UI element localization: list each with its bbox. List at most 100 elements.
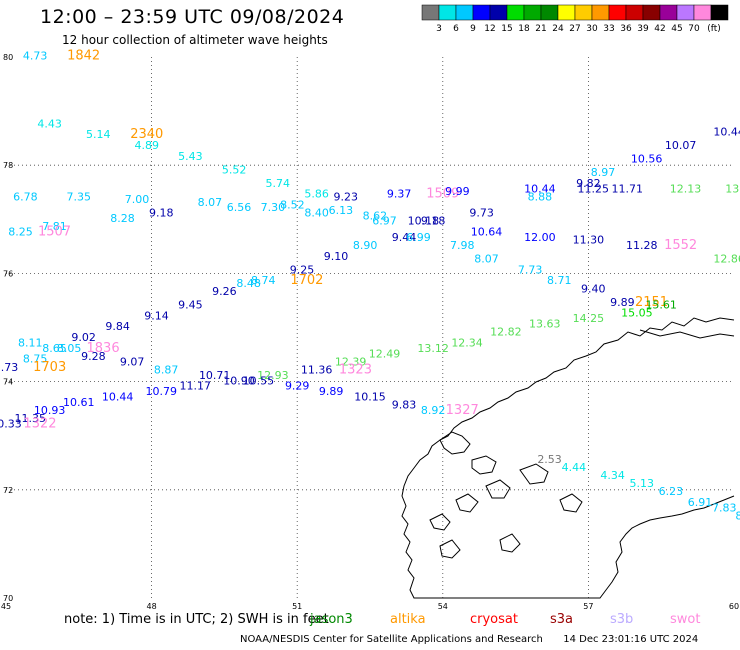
wave-height-value: 9.18: [421, 215, 446, 228]
colorbar-swatch: [421, 4, 440, 21]
colorbar-swatch: [574, 4, 593, 21]
time-label: 2340: [130, 127, 163, 142]
wave-height-value: 10.56: [631, 152, 663, 165]
wave-height-value: 9.89: [610, 296, 635, 309]
wave-height-value: 10.55: [243, 374, 275, 387]
wave-height-value: 5.13: [630, 477, 655, 490]
wave-height-value: 9.73: [469, 207, 494, 220]
footer-credit: NOAA/NESDIS Center for Satellite Applica…: [240, 634, 698, 645]
wave-height-value: 7.00: [125, 193, 150, 206]
wave-height-value: 13.: [725, 182, 740, 195]
wave-height-value: 9.82: [576, 177, 601, 190]
longitude-label: 54: [438, 602, 448, 611]
wave-height-value: 4.89: [134, 139, 159, 152]
wave-height-value: 6.78: [13, 190, 38, 203]
wave-height-value: 10.64: [471, 226, 503, 239]
wave-height-value: 9.40: [581, 282, 606, 295]
time-label: 1703: [33, 360, 66, 375]
wave-height-value: 7.83: [712, 501, 737, 514]
longitude-label: 57: [583, 602, 593, 611]
wave-height-value: 15.05: [621, 307, 653, 320]
legend-s3a: s3a: [550, 612, 574, 627]
wave-height-value: 8.28: [110, 212, 135, 225]
wave-height-value: 10.90: [223, 374, 255, 387]
wave-height-value: 9.25: [290, 263, 315, 276]
wave-height-value: 9.37: [387, 188, 412, 201]
wave-height-value: 9.83: [392, 399, 417, 412]
wave-height-value: 5.86: [304, 188, 329, 201]
wave-height-value: 7.30: [261, 201, 286, 214]
wave-height-value: 6.13: [329, 204, 354, 217]
latitude-label: 74: [3, 378, 13, 387]
longitude-label: 60: [729, 602, 739, 611]
wave-height-value: 4.44: [562, 461, 587, 474]
wave-height-value: 6.91: [688, 496, 713, 509]
wave-height-value: 6.97: [372, 215, 397, 228]
colorbar-tick: 30: [586, 24, 598, 34]
wave-height-value: 4.73: [23, 50, 48, 63]
time-label: 2151: [635, 295, 668, 310]
colorbar-tick: 21: [535, 24, 546, 34]
wave-height-value: 9.89: [319, 385, 344, 398]
colorbar-swatch: [472, 4, 491, 21]
wave-height-value: 13.63: [529, 318, 561, 331]
wave-height-value: 5.74: [266, 177, 291, 190]
colorbar-unit: (ft): [707, 24, 721, 34]
colorbar-tick: 45: [671, 24, 682, 34]
wave-height-value: 8.87: [154, 363, 179, 376]
graticule: [6, 57, 734, 598]
wave-height-value: 6.23: [659, 485, 684, 498]
latitude-label: 80: [3, 53, 13, 62]
wave-height-value: 8.74: [251, 274, 276, 287]
wave-height-value: 12.39: [335, 355, 367, 368]
wave-height-value: 10.44: [713, 125, 740, 138]
wave-height-value: 9.28: [81, 350, 106, 363]
wave-height-value: 8.75: [23, 353, 48, 366]
legend-altika: altika: [390, 612, 426, 627]
wave-height-value: 5.43: [178, 150, 203, 163]
wave-height-value: 12.93: [257, 369, 289, 382]
wave-height-value: 9.99: [445, 185, 470, 198]
wave-height-value: 10.79: [146, 385, 178, 398]
colorbar-swatch: [676, 4, 695, 21]
latitude-label: 72: [3, 486, 13, 495]
colorbar-tick: 15: [501, 24, 512, 34]
wave-height-value: 9.10: [324, 250, 349, 263]
colorbar-swatch: [489, 4, 508, 21]
coastline: [401, 317, 735, 599]
time-label: 1509: [426, 187, 459, 202]
wave-height-value: 7.73: [518, 263, 543, 276]
wave-height-value: 9.23: [333, 190, 358, 203]
wave-height-value: 12.49: [369, 347, 401, 360]
wave-height-value: 9.84: [105, 320, 130, 333]
wave-height-value: 6.99: [406, 231, 431, 244]
wave-height-value: 12.00: [524, 231, 556, 244]
wave-height-value: 8.88: [528, 190, 553, 203]
colorbar-tick: 27: [569, 24, 580, 34]
colorbar-tick: 42: [654, 24, 665, 34]
wave-height-value: 10.44: [524, 182, 556, 195]
colorbar-swatch: [557, 4, 576, 21]
wave-height-value: 2.53: [537, 453, 562, 466]
wave-height-value: 10.15: [354, 391, 386, 404]
wave-height-value: 8.07: [474, 253, 499, 266]
colorbar-tick: 36: [620, 24, 632, 34]
time-label: 1552: [664, 238, 697, 253]
wave-height-value: 4.43: [37, 117, 62, 130]
wave-height-value: 7.35: [67, 190, 92, 203]
colorbar-swatch: [438, 4, 457, 21]
wave-height-value: 8.25: [8, 226, 33, 239]
latitude-label: 78: [3, 161, 13, 170]
colorbar-tick: 18: [518, 24, 530, 34]
wave-height-value: 10.18: [408, 215, 440, 228]
time-label: 1702: [290, 273, 323, 288]
wave-height-value: 8.62: [363, 209, 388, 222]
wave-height-value: 9.26: [212, 285, 237, 298]
wave-height-value: 8.11: [18, 336, 43, 349]
wave-height-value: 8.65: [42, 342, 67, 355]
wave-height-value: 9.14: [144, 309, 169, 322]
time-label: 1836: [87, 341, 120, 356]
wave-height-value: 8.52: [280, 198, 305, 211]
